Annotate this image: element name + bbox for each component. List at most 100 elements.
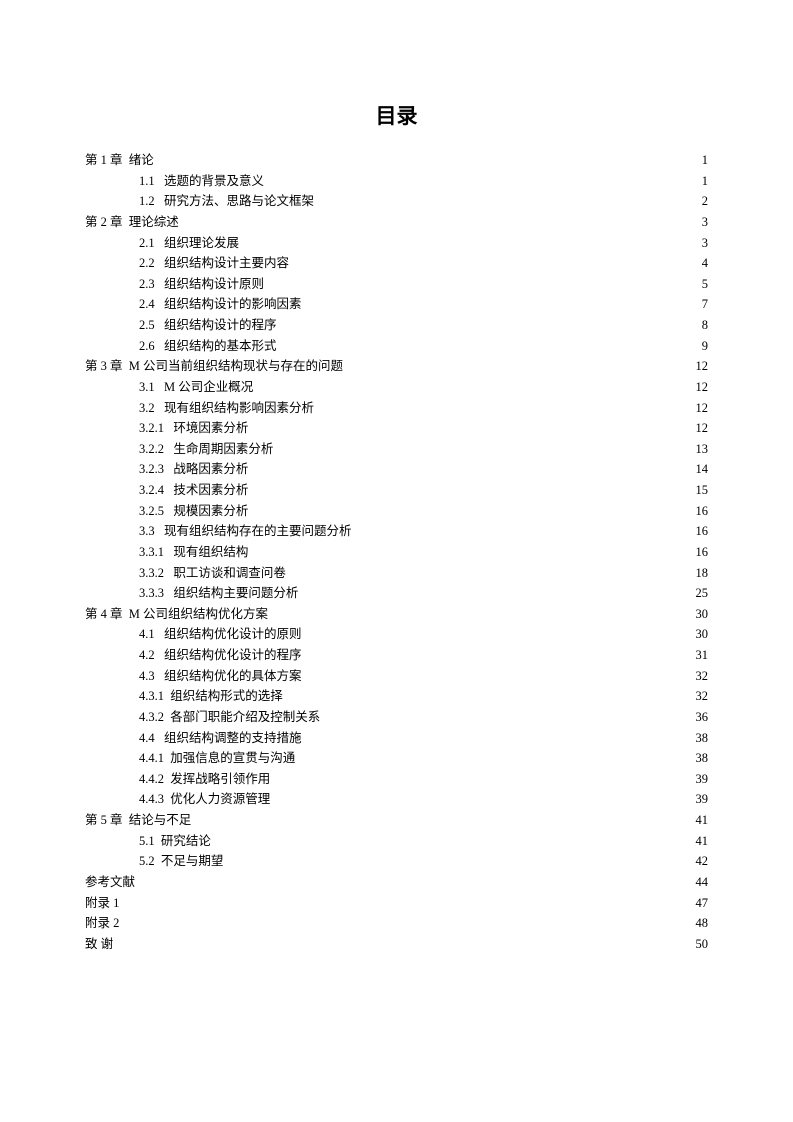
toc-entry: 3.2.4 技术因素分析 15 (85, 480, 708, 501)
toc-title: 目录 (85, 100, 708, 130)
toc-entry-number: 参考文献 (85, 872, 135, 893)
toc-entry-number: 附录 2 (85, 913, 119, 934)
toc-entry-page: 3 (690, 212, 708, 233)
toc-entry-number: 3.3.3 (139, 583, 164, 604)
toc-entry: 3.2.2 生命周期因素分析13 (85, 439, 708, 460)
toc-entry-text: 组织理论发展 (164, 236, 239, 250)
toc-entry: 4.4 组织结构调整的支持措施 38 (85, 728, 708, 749)
toc-entry: 4.1 组织结构优化设计的原则30 (85, 624, 708, 645)
toc-entry-label: 4.3 组织结构优化的具体方案 (139, 666, 302, 687)
toc-entry-label: 4.4 组织结构调整的支持措施 (139, 728, 302, 749)
toc-entry: 附录 147 (85, 893, 708, 914)
toc-entry-page: 32 (690, 666, 708, 687)
toc-entry-text: 发挥战略引领作用 (170, 772, 270, 786)
toc-entry-text: 组织结构设计原则 (164, 277, 264, 291)
toc-entry-number: 第 3 章 (85, 356, 123, 377)
toc-entry-text: 规模因素分析 (173, 504, 248, 518)
toc-entry: 第 2 章 理论综述3 (85, 212, 708, 233)
toc-entry: 2.5 组织结构设计的程序8 (85, 315, 708, 336)
toc-entry-number: 3.2.4 (139, 480, 164, 501)
toc-entry-text: 组织结构优化的具体方案 (164, 669, 302, 683)
toc-entry-number: 1.1 (139, 171, 155, 192)
toc-entry-text: 组织结构优化设计的程序 (164, 648, 302, 662)
toc-entry-text: 组织结构优化设计的原则 (164, 627, 302, 641)
toc-entry-text: 绪论 (129, 153, 154, 167)
toc-entry-number: 4.1 (139, 624, 155, 645)
toc-entry-label: 3.3.1 现有组织结构 (139, 542, 248, 563)
toc-entry-number: 2.1 (139, 233, 155, 254)
toc-entry-page: 5 (690, 274, 708, 295)
toc-entry: 5.2 不足与期望42 (85, 851, 708, 872)
toc-entry-label: 第 1 章 绪论 (85, 150, 154, 171)
toc-entry-text: M 公司当前组织结构现状与存在的问题 (129, 359, 343, 373)
toc-entry-number: 附录 1 (85, 893, 119, 914)
toc-entry-page: 9 (690, 336, 708, 357)
toc-entry-text: 理论综述 (129, 215, 179, 229)
toc-entry-number: 3.2.5 (139, 501, 164, 522)
toc-entry-page: 1 (690, 150, 708, 171)
toc-entry: 2.1 组织理论发展3 (85, 233, 708, 254)
toc-entry-label: 3.2.1 环境因素分析 (139, 418, 248, 439)
toc-entry: 3.3.1 现有组织结构16 (85, 542, 708, 563)
toc-entry-number: 4.4.1 (139, 748, 164, 769)
toc-entry-page: 25 (690, 583, 708, 604)
toc-entry-text: 结论与不足 (129, 813, 192, 827)
toc-entry-number: 3.2 (139, 398, 155, 419)
toc-entry-text: 组织结构设计主要内容 (164, 256, 289, 270)
toc-entry: 3.3.2 职工访谈和调查问卷18 (85, 563, 708, 584)
toc-entry-number: 2.5 (139, 315, 155, 336)
toc-entry-label: 4.4.2 发挥战略引领作用 (139, 769, 270, 790)
toc-entry-number: 4.4 (139, 728, 155, 749)
toc-entry-text: 生命周期因素分析 (173, 442, 273, 456)
toc-entry-number: 5.1 (139, 831, 155, 852)
toc-entry-page: 39 (690, 769, 708, 790)
toc-entry-number: 2.3 (139, 274, 155, 295)
toc-entry: 第 5 章 结论与不足41 (85, 810, 708, 831)
toc-entry-label: 1.1 选题的背景及意义 (139, 171, 264, 192)
toc-entry-label: 第 4 章 M 公司组织结构优化方案 (85, 604, 268, 625)
toc-entry-number: 第 1 章 (85, 150, 123, 171)
toc-entry-label: 4.4.3 优化人力资源管理 (139, 789, 270, 810)
toc-entry: 3.2.1 环境因素分析12 (85, 418, 708, 439)
toc-entry-label: 3.2.4 技术因素分析 (139, 480, 248, 501)
toc-entry-page: 31 (690, 645, 708, 666)
toc-entry: 5.1 研究结论41 (85, 831, 708, 852)
toc-entry-text: 选题的背景及意义 (164, 174, 264, 188)
toc-entry-label: 2.5 组织结构设计的程序 (139, 315, 277, 336)
toc-entry-label: 第 3 章 M 公司当前组织结构现状与存在的问题 (85, 356, 343, 377)
toc-entry-number: 致 谢 (85, 934, 113, 955)
toc-entry-number: 4.3.2 (139, 707, 164, 728)
toc-entry-page: 30 (690, 604, 708, 625)
toc-entry-number: 4.3.1 (139, 686, 164, 707)
toc-entry-text: 现有组织结构影响因素分析 (164, 401, 314, 415)
toc-entry: 4.3.1 组织结构形式的选择32 (85, 686, 708, 707)
toc-entry-page: 4 (690, 253, 708, 274)
toc-entry-page: 2 (690, 191, 708, 212)
toc-container: 第 1 章 绪论11.1 选题的背景及意义11.2 研究方法、思路与论文框架2第… (85, 150, 708, 954)
toc-entry-text: 组织结构设计的程序 (164, 318, 277, 332)
toc-entry-label: 2.3 组织结构设计原则 (139, 274, 264, 295)
toc-entry-page: 44 (690, 872, 708, 893)
toc-entry: 3.2.3 战略因素分析14 (85, 459, 708, 480)
toc-entry: 参考文献 44 (85, 872, 708, 893)
toc-entry-label: 4.3.1 组织结构形式的选择 (139, 686, 283, 707)
toc-entry-page: 15 (690, 480, 708, 501)
toc-entry-number: 3.2.2 (139, 439, 164, 460)
toc-entry-page: 1 (690, 171, 708, 192)
toc-entry: 3.2 现有组织结构影响因素分析12 (85, 398, 708, 419)
toc-entry-label: 3.3.3 组织结构主要问题分析 (139, 583, 298, 604)
toc-entry: 3.3.3 组织结构主要问题分析 25 (85, 583, 708, 604)
toc-entry-label: 附录 1 (85, 893, 119, 914)
toc-entry-page: 41 (690, 810, 708, 831)
toc-entry-page: 14 (690, 459, 708, 480)
toc-entry: 4.3.2 各部门职能介绍及控制关系36 (85, 707, 708, 728)
toc-entry-number: 1.2 (139, 191, 155, 212)
toc-entry-page: 38 (690, 728, 708, 749)
toc-entry-text: 组织结构设计的影响因素 (164, 297, 302, 311)
toc-entry-page: 12 (690, 356, 708, 377)
toc-entry-number: 2.6 (139, 336, 155, 357)
toc-entry-number: 4.4.3 (139, 789, 164, 810)
toc-entry-text: 战略因素分析 (173, 462, 248, 476)
toc-entry-label: 4.1 组织结构优化设计的原则 (139, 624, 302, 645)
toc-entry-text: 组织结构的基本形式 (164, 339, 277, 353)
